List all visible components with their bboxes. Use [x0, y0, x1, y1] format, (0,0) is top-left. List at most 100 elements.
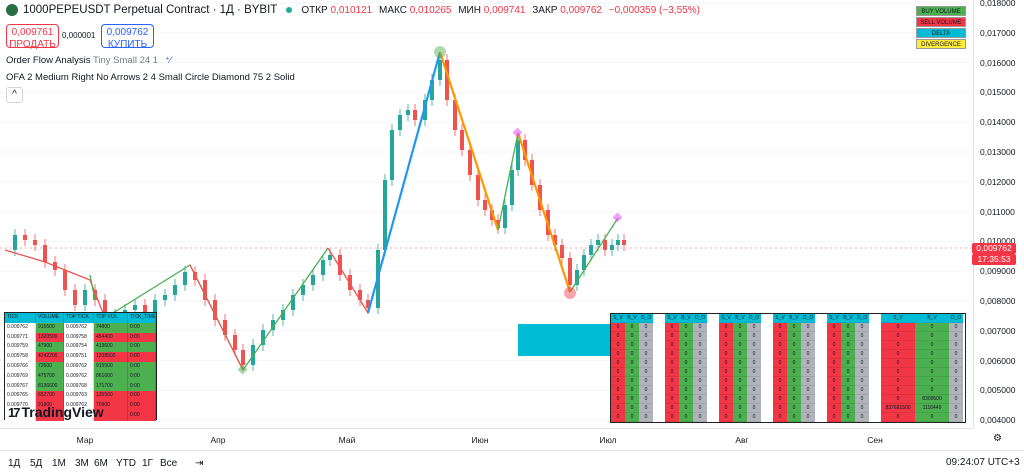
- table-cell: 0: [665, 413, 679, 422]
- table-cell: 0: [719, 332, 733, 341]
- candle: [173, 285, 177, 295]
- table-column: B_V 0 0 0 0 0 0 0 0 0 0 0: [787, 314, 801, 422]
- table-row: 0.009770 91800 0.009762 70900 0:00: [5, 401, 156, 411]
- table-header: S_V: [827, 314, 841, 323]
- table-cell: 0.009762: [64, 401, 94, 411]
- table-cell: 0: [665, 386, 679, 395]
- table-cell: 0: [665, 404, 679, 413]
- indicator-ofa[interactable]: Order Flow Analysis Tiny Small 24 1 ⁺⁄: [6, 55, 172, 66]
- table-cell: 0.009762: [64, 322, 94, 333]
- indicator-settings-icon[interactable]: ⁺⁄: [164, 55, 172, 66]
- coin-icon: [6, 4, 18, 16]
- range-5Д[interactable]: 5Д: [30, 458, 43, 469]
- table-cell: 0: [827, 341, 841, 350]
- range-1Д[interactable]: 1Д: [8, 458, 21, 469]
- table-cell: 8136600: [36, 381, 64, 392]
- table-row: 0.009759 47900 0.009754 419600 0:00: [5, 342, 156, 353]
- indicator-ofa2[interactable]: OFA 2 Medium Right No Arrows 2 4 Small C…: [6, 72, 295, 83]
- spread-value: 0,000001: [62, 31, 96, 40]
- time-tick: Июл: [599, 435, 617, 445]
- candle: [496, 220, 500, 228]
- price-axis[interactable]: 0,018000 0,017000 0,016000 0,015000 0,014000…: [973, 0, 1024, 428]
- range-1М[interactable]: 1М: [52, 458, 66, 469]
- table-cell: 0: [787, 413, 801, 422]
- buy-label: КУПИТЬ: [107, 39, 148, 50]
- candle: [582, 255, 586, 270]
- table-cell: 0: [841, 359, 855, 368]
- sell-button[interactable]: 0,009761 ПРОДАТЬ: [6, 24, 59, 50]
- table-cell: 0: [881, 323, 915, 332]
- table-cell: 0: [733, 341, 747, 350]
- table-cell: 0: [915, 323, 949, 332]
- candle: [390, 130, 394, 180]
- table-cell: 0: [855, 368, 869, 377]
- table-cell: 0: [827, 359, 841, 368]
- table-header: S_V: [611, 314, 625, 323]
- table-header: S_V: [773, 314, 787, 323]
- range-3М[interactable]: 3М: [75, 458, 89, 469]
- table-cell: 135500: [94, 391, 128, 402]
- table-cell: 0: [881, 413, 915, 422]
- table-cell: 0: [747, 323, 761, 332]
- clock[interactable]: 09:24:07 UTC+3: [946, 457, 1020, 468]
- collapse-indicators-button[interactable]: ^: [6, 87, 23, 103]
- candle: [183, 272, 187, 285]
- candle: [261, 330, 265, 345]
- candle: [398, 115, 402, 130]
- table-header: D_O: [855, 314, 869, 323]
- table-cell: 0: [625, 377, 639, 386]
- table-cell: 0: [855, 386, 869, 395]
- price-tick: 0,017000: [980, 27, 1016, 38]
- table-cell: 0: [841, 395, 855, 404]
- table-header: TICK: [5, 313, 36, 323]
- table-cell: 0: [747, 350, 761, 359]
- symbol-header[interactable]: 1000PEPEUSDT Perpetual Contract · 1Д · B…: [6, 4, 704, 16]
- date-range-icon[interactable]: ⇥: [195, 458, 204, 469]
- table-cell: 0: [693, 368, 707, 377]
- table-cell: 0: [679, 377, 693, 386]
- range-YTD[interactable]: YTD: [116, 458, 136, 469]
- tick-volume-table: TICK VOLUME TOP TICK TOP VOL TICK_TIME 0.0097…: [4, 312, 157, 421]
- candle: [153, 300, 157, 315]
- table-cell: 0: [915, 386, 949, 395]
- table-cell: 0:00: [128, 381, 156, 392]
- time-axis[interactable]: Мар Апр Май Июн Июл Авг Сен: [0, 428, 973, 448]
- range-1Г[interactable]: 1Г: [142, 458, 153, 469]
- table-cell: 0:00: [128, 332, 156, 343]
- table-cell: 0.009759: [5, 342, 36, 353]
- table-cell: 0: [881, 395, 915, 404]
- axis-settings-icon[interactable]: ⚙: [993, 433, 1002, 444]
- table-column: B_V 0 0 0 0 0 0 0 0 0 0 0: [625, 314, 639, 422]
- table-cell: 0: [915, 377, 949, 386]
- table-cell: 0: [801, 404, 815, 413]
- table-cell: 0: [719, 386, 733, 395]
- table-cell: 0.009754: [64, 342, 94, 353]
- time-tick: Авг: [735, 435, 749, 445]
- table-cell: 652700: [36, 391, 64, 402]
- candle: [510, 170, 514, 205]
- table-cell: 0:00: [128, 322, 156, 333]
- table-cell: 0: [639, 359, 653, 368]
- range-Все[interactable]: Все: [160, 458, 178, 469]
- table-cell: 0: [719, 404, 733, 413]
- table-cell: 0: [855, 359, 869, 368]
- table-cell: 0: [625, 332, 639, 341]
- table-header: B_V: [915, 314, 949, 323]
- table-cell: 0: [611, 359, 625, 368]
- range-6М[interactable]: 6М: [94, 458, 108, 469]
- tradingview-logo[interactable]: 17 TradingView: [8, 404, 104, 420]
- candle: [348, 275, 352, 290]
- sell-price: 0,009761: [11, 27, 54, 38]
- table-cell: [64, 410, 94, 421]
- candle: [575, 270, 579, 285]
- table-row: 0.009767 8136600 0.009768 171700 0:00: [5, 381, 156, 392]
- price-tick: 0,008000: [980, 296, 1016, 306]
- table-cell: 0: [841, 377, 855, 386]
- table-cell: 0: [855, 395, 869, 404]
- buy-button[interactable]: 0,009762 КУПИТЬ: [101, 24, 154, 50]
- table-cell: 0:00: [128, 361, 156, 372]
- symbol-title[interactable]: 1000PEPEUSDT Perpetual Contract · 1Д · B…: [23, 4, 278, 16]
- table-cell: 0: [841, 323, 855, 332]
- table-column: S_V 0 0 0 0 0 0 0 0 0 0 0: [665, 314, 679, 422]
- table-cell: 0: [801, 341, 815, 350]
